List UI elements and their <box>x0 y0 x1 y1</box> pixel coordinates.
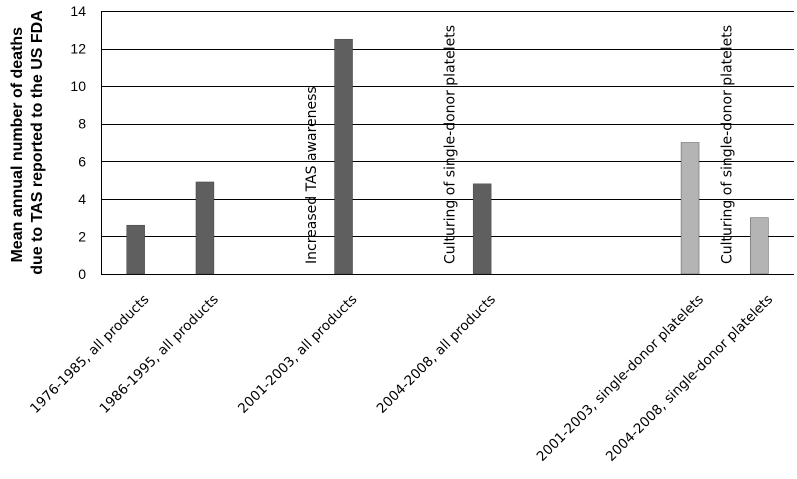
y-tick-label: 6 <box>78 153 86 169</box>
annotations: Increased TAS awareness Culturing of sing… <box>304 25 736 264</box>
y-tick-label: 2 <box>78 228 86 244</box>
bars <box>126 38 769 275</box>
bar <box>195 181 215 275</box>
bar <box>750 217 769 275</box>
y-axis-title-line-1: Mean annual number of deaths <box>9 27 26 263</box>
bar <box>680 142 700 275</box>
annotation-label: Increased TAS awareness <box>304 86 320 264</box>
y-tick-labels: 0 2 4 6 8 10 12 14 <box>70 3 86 282</box>
bar <box>334 38 353 275</box>
x-tick-label: 1986-1995, all products <box>96 292 221 417</box>
x-tick-label: 1976-1985, all products <box>27 292 152 417</box>
y-tick-label: 12 <box>70 41 86 57</box>
bar <box>126 224 145 275</box>
gridlines <box>101 11 794 275</box>
y-axis-title-line-2: due to TAS reported to the US FDA <box>29 10 46 275</box>
y-tick-label: 10 <box>70 78 86 94</box>
y-tick-label: 8 <box>78 116 86 132</box>
annotation-label: Culturing of single-donor platelets <box>720 25 736 264</box>
y-tick-label: 14 <box>70 3 86 19</box>
x-tick-label: 2004-2008, all products <box>374 292 499 417</box>
bar <box>472 183 492 275</box>
y-tick-label: 4 <box>78 191 86 207</box>
x-tick-label: 2001-2003, all products <box>235 292 360 417</box>
y-axis-title: Mean annual number of deaths due to TAS … <box>9 10 46 275</box>
y-tick-label: 0 <box>78 266 86 282</box>
annotation-label: Culturing of single-donor platelets <box>442 25 458 264</box>
